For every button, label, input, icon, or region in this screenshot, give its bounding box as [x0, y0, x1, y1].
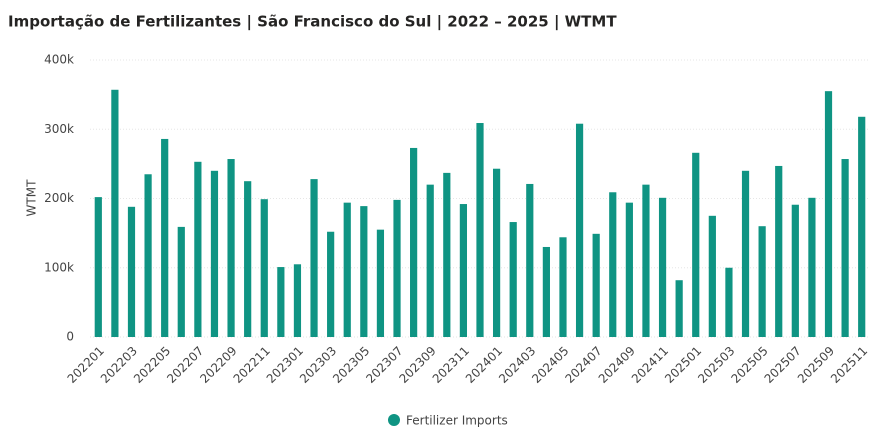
x-tick-label: 202511	[828, 344, 870, 386]
y-tick-label: 400k	[44, 53, 74, 67]
bar	[708, 215, 716, 337]
bar	[542, 246, 550, 337]
chart-title: Importação de Fertilizantes | São Franci…	[8, 13, 617, 32]
bar	[575, 123, 584, 338]
bar	[741, 170, 750, 337]
bar	[841, 159, 849, 337]
bar	[426, 184, 434, 337]
bar	[194, 161, 202, 337]
y-tick-label: 200k	[44, 191, 74, 205]
bar	[161, 138, 169, 337]
bar	[791, 204, 799, 337]
bar	[526, 183, 534, 337]
bar	[725, 267, 733, 337]
bar	[393, 199, 401, 337]
bar	[327, 231, 335, 337]
bar	[244, 181, 252, 337]
legend-label: Fertilizer Imports	[406, 414, 508, 428]
bar	[410, 147, 418, 337]
bar	[758, 226, 766, 337]
bar	[360, 206, 368, 337]
bar	[824, 91, 833, 337]
bar	[443, 172, 451, 337]
y-tick-label: 0	[66, 330, 74, 344]
bar	[692, 152, 700, 337]
bar	[459, 204, 468, 337]
bar	[144, 174, 152, 337]
bar	[227, 159, 235, 337]
bar	[343, 202, 351, 337]
y-axis-label: WTMT	[25, 179, 39, 217]
bar	[609, 192, 617, 337]
bar	[94, 197, 102, 337]
bar	[476, 123, 484, 337]
bar	[260, 199, 268, 337]
y-tick-label: 100k	[44, 260, 74, 274]
bar	[675, 280, 683, 337]
bar	[127, 206, 136, 337]
bar	[642, 184, 650, 337]
bar	[177, 226, 185, 337]
bar	[775, 165, 783, 337]
bar	[210, 170, 219, 337]
bar	[111, 89, 119, 337]
bar	[277, 267, 285, 337]
bar	[592, 233, 600, 337]
legend-marker	[388, 414, 400, 426]
bar	[559, 237, 567, 337]
bar	[658, 197, 667, 337]
bar	[293, 264, 302, 337]
y-tick-label: 300k	[44, 122, 74, 136]
bar	[625, 202, 633, 337]
bar	[310, 179, 318, 337]
bar	[492, 168, 501, 337]
bar	[858, 116, 866, 337]
bar	[376, 229, 385, 337]
bar	[509, 222, 517, 337]
bar	[808, 197, 816, 337]
